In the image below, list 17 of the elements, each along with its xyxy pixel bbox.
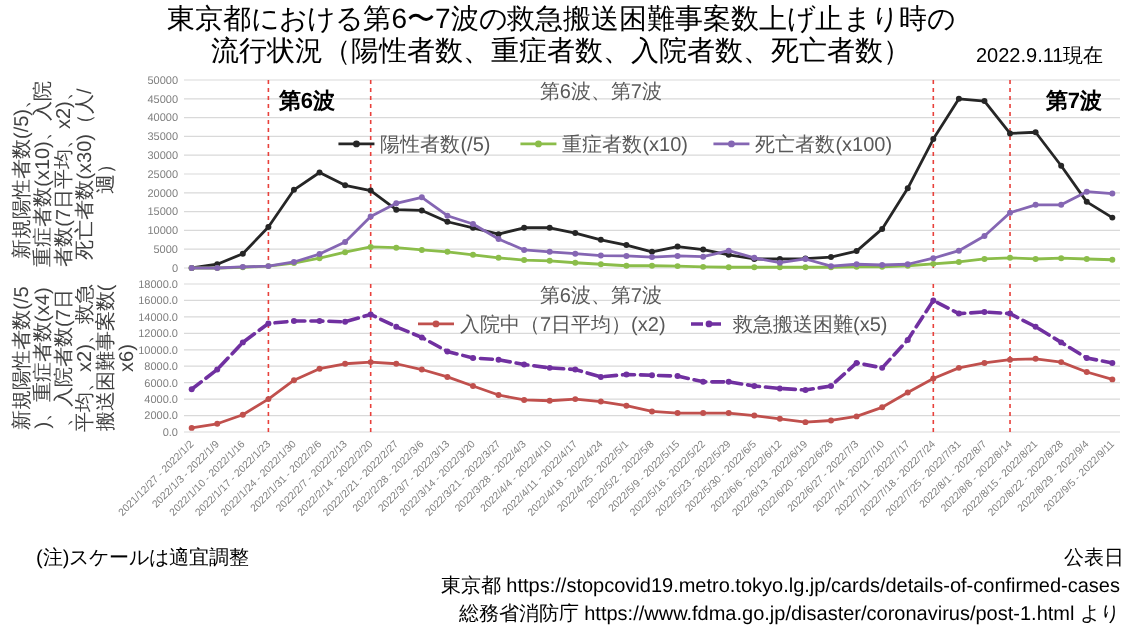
chart-title: 東京都における第6〜7波の救急搬送困難事案数上げ止まり時の流行状況（陽性者数、重症者数、入院者数、死亡者数） — [167, 2, 955, 66]
text: 公表日 — [1064, 546, 1124, 570]
legend-label: 死亡者数(x100) — [755, 132, 893, 157]
text: 2022.9.11現在 — [976, 44, 1104, 68]
text: 東京都 https://stopcovid19.metro.tokyo.lg.jp/cards/details-of-confirmed-cases — [440, 574, 1120, 598]
y-axis-title: 新規陽性者数(/5)、重症者数(x4)、入院者数(7日平均、x2)、救急搬送困難事案数(x6) — [10, 283, 139, 432]
annotation: 第6波 — [276, 88, 337, 114]
annotation: 第7波 — [1043, 88, 1105, 114]
chart-subtitle: 第6波、第7波 — [539, 80, 662, 104]
legend-label: 陽性者数(/5) — [380, 132, 491, 157]
legend-label: 救急搬送困難(x5) — [731, 312, 888, 337]
legend-label: 重症者数(x10) — [562, 132, 689, 157]
y-axis-title: 新規陽性者数(/5)、重症者数(x10)、入院者数(7日平均、x2)、死亡者数(x30)（人/週） — [10, 81, 118, 267]
chart-subtitle: 第6波、第7波 — [539, 284, 662, 308]
legend-label: 入院中（7日平均）(x2) — [460, 312, 666, 337]
text: (注)スケールは適宜調整 — [36, 546, 250, 570]
text: 総務省消防庁 https://www.fdma.go.jp/disaster/coronavirus/post-1.html より — [456, 602, 1120, 626]
